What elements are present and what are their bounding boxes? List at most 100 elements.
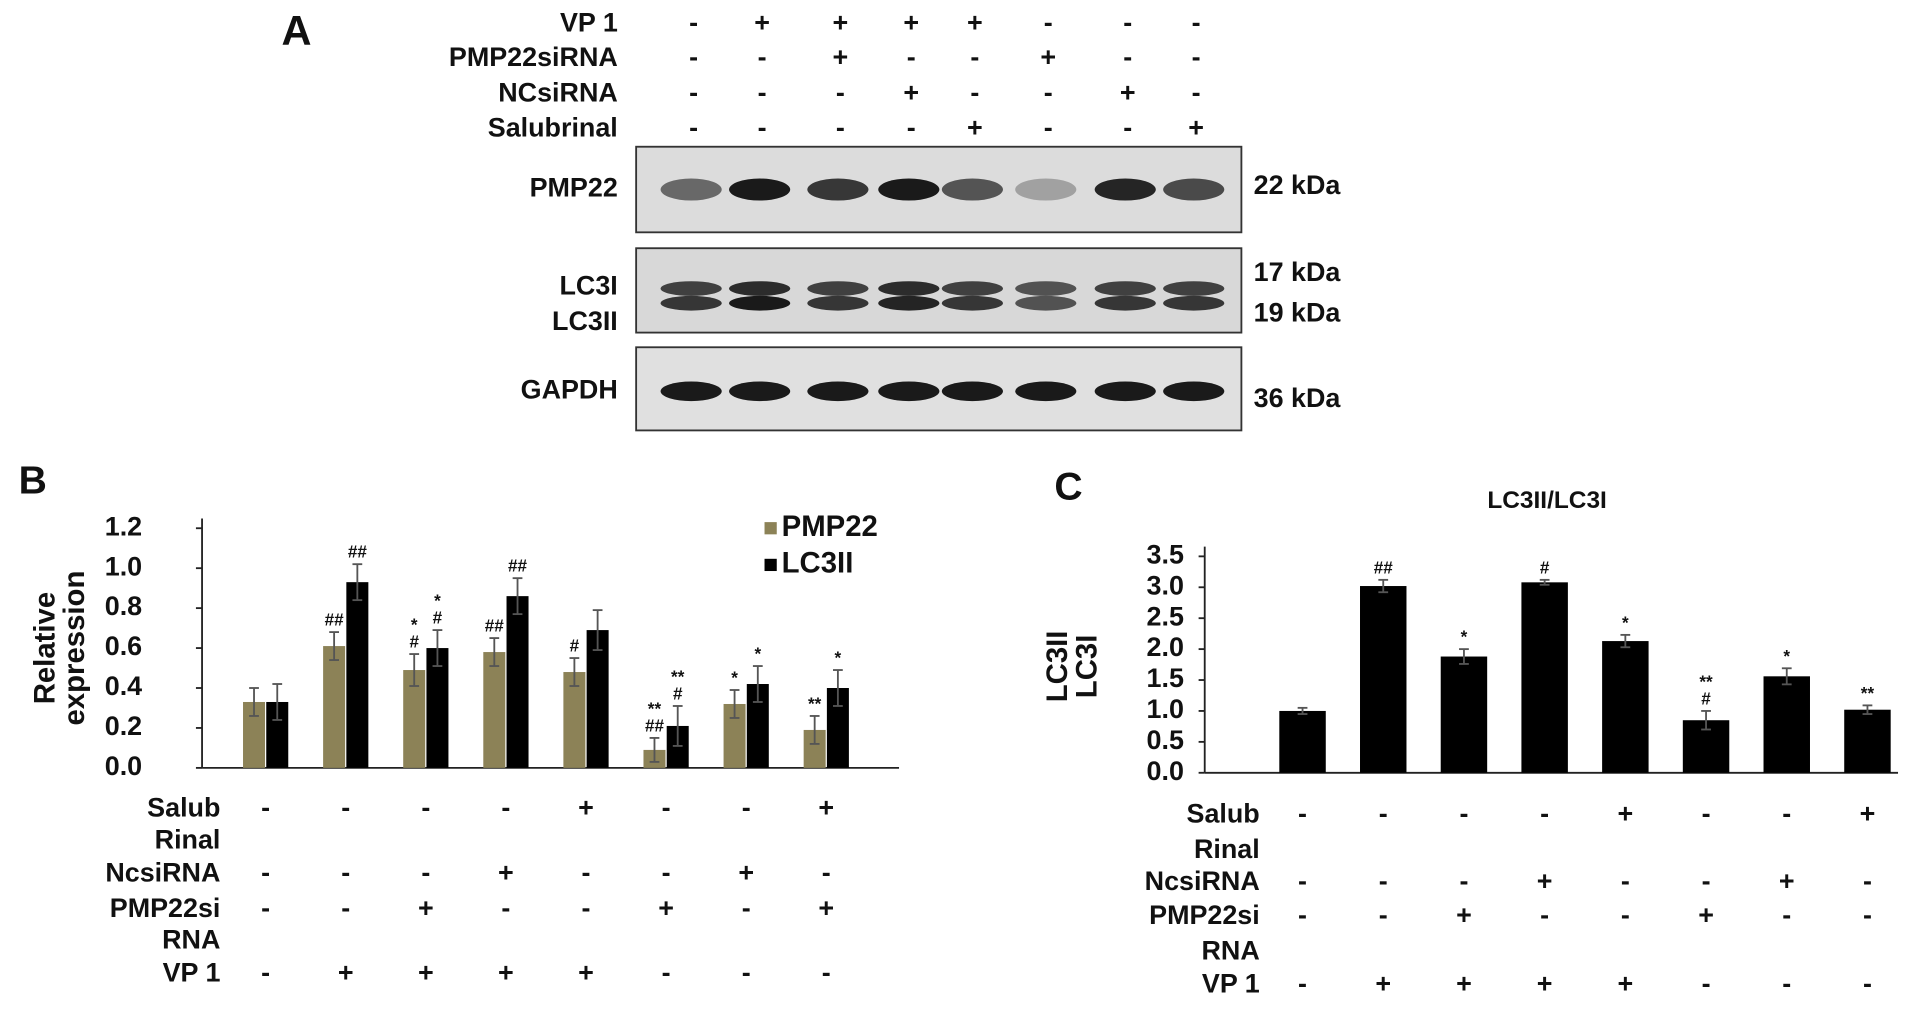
blot-band xyxy=(878,381,940,402)
band-size: 19 kDa xyxy=(1254,297,1342,327)
error-bar xyxy=(512,577,523,616)
condition-sign: - xyxy=(1540,900,1549,930)
condition-sign: - xyxy=(1123,113,1132,143)
band-label: GAPDH xyxy=(521,374,618,404)
condition-sign: - xyxy=(1702,969,1711,999)
blot-band xyxy=(1015,381,1077,402)
condition-sign: + xyxy=(967,8,983,38)
condition-sign: + xyxy=(418,958,434,988)
blot-band xyxy=(941,295,1003,311)
condition-sign: - xyxy=(1192,42,1201,72)
y-tick-label: 0.5 xyxy=(1147,725,1184,755)
condition-sign: - xyxy=(501,793,510,823)
bar xyxy=(426,648,449,768)
condition-sign: - xyxy=(1782,799,1791,829)
condition-sign: - xyxy=(742,958,751,988)
significance-mark: # xyxy=(570,637,580,656)
condition-sign: + xyxy=(818,793,834,823)
condition-sign: - xyxy=(662,857,671,887)
blot-band xyxy=(1094,281,1156,296)
significance-mark: ## xyxy=(508,557,528,576)
blot-band xyxy=(878,178,940,201)
condition-sign: + xyxy=(1698,900,1714,930)
significance-mark: * xyxy=(731,669,738,688)
condition-label: Rinal xyxy=(155,824,221,854)
condition-sign: - xyxy=(689,113,698,143)
y-axis-label: LC3I xyxy=(1070,635,1103,699)
bar xyxy=(586,630,609,768)
condition-label: NcsiRNA xyxy=(1145,866,1260,896)
condition-sign: + xyxy=(1537,866,1553,896)
condition-sign: - xyxy=(341,857,350,887)
condition-sign: - xyxy=(907,42,916,72)
bar xyxy=(346,582,369,768)
blot-band xyxy=(807,178,869,201)
blot-band xyxy=(807,281,869,296)
condition-label: NCsiRNA xyxy=(498,77,618,107)
error-bar xyxy=(489,637,500,667)
blot-band xyxy=(729,281,791,296)
error-bar xyxy=(649,737,660,763)
condition-sign: - xyxy=(689,77,698,107)
condition-label: PMP22si xyxy=(1149,900,1260,930)
blot-band xyxy=(1094,178,1156,201)
error-bar xyxy=(752,665,763,703)
error-bar xyxy=(1781,667,1792,686)
blot-band xyxy=(941,281,1003,296)
error-bar xyxy=(409,653,420,687)
condition-sign: - xyxy=(1044,77,1053,107)
condition-sign: + xyxy=(498,958,514,988)
y-axis-label: expression xyxy=(58,571,91,726)
condition-sign: - xyxy=(1044,113,1053,143)
legend-label: PMP22 xyxy=(782,510,878,543)
error-bar xyxy=(1701,710,1711,731)
panel-letter: B xyxy=(19,459,47,502)
condition-sign: - xyxy=(662,793,671,823)
bar xyxy=(483,652,506,768)
y-tick-label: 1.0 xyxy=(105,551,142,581)
condition-sign: - xyxy=(970,77,979,107)
condition-sign: - xyxy=(261,793,270,823)
condition-sign: + xyxy=(338,958,354,988)
bar xyxy=(746,684,769,768)
condition-label: Rinal xyxy=(1194,834,1260,864)
condition-sign: - xyxy=(261,857,270,887)
bar xyxy=(1521,582,1568,773)
significance-mark: ## xyxy=(1374,558,1394,577)
condition-sign: - xyxy=(1702,799,1711,829)
condition-sign: - xyxy=(1379,866,1388,896)
condition-label: Salubrinal xyxy=(488,113,618,143)
condition-sign: - xyxy=(836,77,845,107)
blot-band xyxy=(1094,295,1156,311)
condition-sign: - xyxy=(1298,969,1307,999)
condition-sign: - xyxy=(758,42,767,72)
y-tick-label: 0.2 xyxy=(105,711,142,741)
condition-label: PMP22siRNA xyxy=(449,42,618,72)
error-bar xyxy=(592,609,603,651)
condition-sign: + xyxy=(1860,799,1876,829)
error-bar xyxy=(809,715,820,745)
error-bar xyxy=(1539,578,1550,586)
condition-sign: - xyxy=(421,857,430,887)
significance-mark: # xyxy=(409,633,419,652)
chart-title: LC3II/LC3I xyxy=(1487,487,1607,514)
condition-sign: - xyxy=(1298,900,1307,930)
condition-sign: + xyxy=(578,793,594,823)
significance-mark: * xyxy=(835,649,842,668)
bar xyxy=(506,596,529,768)
condition-sign: - xyxy=(1702,866,1711,896)
condition-label: NcsiRNA xyxy=(105,857,220,887)
bar xyxy=(563,672,586,768)
y-tick-label: 0.8 xyxy=(105,591,142,621)
error-bar xyxy=(1297,706,1308,715)
error-bar xyxy=(272,683,283,721)
band-size: 36 kDa xyxy=(1254,383,1342,413)
y-tick-label: 3.5 xyxy=(1147,539,1184,569)
condition-sign: - xyxy=(1298,799,1307,829)
blot-band xyxy=(660,381,722,402)
panel-letter: C xyxy=(1054,465,1082,508)
condition-sign: - xyxy=(1863,866,1872,896)
error-bar xyxy=(329,631,340,661)
condition-label: VP 1 xyxy=(560,8,618,38)
